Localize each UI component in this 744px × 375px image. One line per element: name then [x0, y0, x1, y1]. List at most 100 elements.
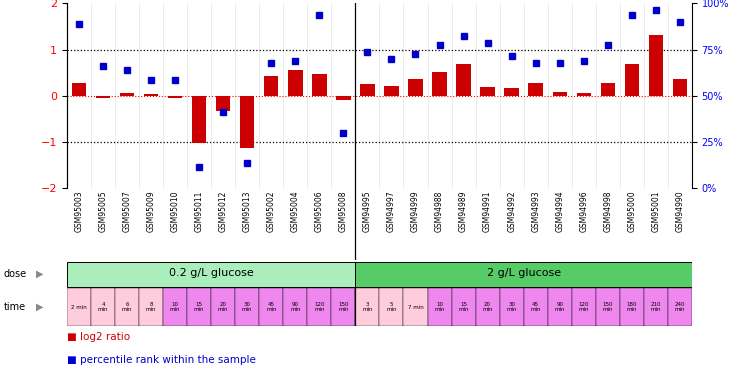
- Bar: [307, 188, 331, 260]
- Bar: [408, 79, 423, 96]
- Text: 150
min: 150 min: [338, 302, 349, 312]
- Bar: [163, 188, 187, 260]
- Text: GSM95003: GSM95003: [74, 190, 83, 232]
- Text: 7 min: 7 min: [408, 305, 423, 310]
- Bar: [139, 288, 163, 326]
- Bar: [264, 76, 278, 96]
- Text: time: time: [4, 302, 26, 312]
- Text: GSM94998: GSM94998: [603, 190, 612, 232]
- Text: GSM94997: GSM94997: [387, 190, 396, 232]
- Text: ▶: ▶: [36, 269, 43, 279]
- Bar: [360, 84, 375, 96]
- Bar: [500, 188, 524, 260]
- Bar: [644, 188, 668, 260]
- Bar: [356, 188, 379, 260]
- Bar: [168, 96, 182, 98]
- Text: GSM94989: GSM94989: [459, 190, 468, 232]
- Text: GSM95009: GSM95009: [147, 190, 155, 232]
- Bar: [625, 64, 639, 96]
- Bar: [67, 262, 356, 287]
- Bar: [331, 188, 356, 260]
- Text: 20
min: 20 min: [218, 302, 228, 312]
- Bar: [336, 96, 350, 100]
- Text: GSM95004: GSM95004: [291, 190, 300, 232]
- Text: 45
min: 45 min: [266, 302, 277, 312]
- Text: 15
min: 15 min: [458, 302, 469, 312]
- Text: 10
min: 10 min: [170, 302, 180, 312]
- Text: 90
min: 90 min: [290, 302, 301, 312]
- Bar: [216, 96, 231, 111]
- Bar: [500, 288, 524, 326]
- Bar: [428, 188, 452, 260]
- Text: GSM94993: GSM94993: [531, 190, 540, 232]
- Text: GSM95008: GSM95008: [339, 190, 348, 232]
- Bar: [211, 288, 235, 326]
- Bar: [240, 96, 254, 147]
- Bar: [456, 64, 471, 96]
- Text: 240
min: 240 min: [675, 302, 685, 312]
- Bar: [548, 188, 571, 260]
- Bar: [187, 188, 211, 260]
- Bar: [259, 288, 283, 326]
- Bar: [428, 288, 452, 326]
- Text: 5
min: 5 min: [386, 302, 397, 312]
- Bar: [548, 288, 571, 326]
- Bar: [235, 288, 259, 326]
- Text: GSM95001: GSM95001: [651, 190, 661, 232]
- Bar: [288, 70, 303, 96]
- Bar: [67, 288, 91, 326]
- Bar: [211, 188, 235, 260]
- Text: 120
min: 120 min: [314, 302, 324, 312]
- Bar: [475, 288, 500, 326]
- Text: GSM95007: GSM95007: [123, 190, 132, 232]
- Text: GSM94996: GSM94996: [580, 190, 589, 232]
- Bar: [620, 188, 644, 260]
- Text: 150
min: 150 min: [603, 302, 613, 312]
- Text: GSM95006: GSM95006: [315, 190, 324, 232]
- Text: GSM95013: GSM95013: [243, 190, 251, 232]
- Text: GSM95012: GSM95012: [219, 190, 228, 232]
- Bar: [331, 288, 356, 326]
- Text: dose: dose: [4, 269, 27, 279]
- Text: GSM94994: GSM94994: [555, 190, 564, 232]
- Bar: [115, 188, 139, 260]
- Bar: [481, 87, 495, 96]
- Bar: [524, 188, 548, 260]
- Bar: [120, 93, 134, 96]
- Bar: [528, 83, 543, 96]
- Bar: [192, 96, 206, 143]
- Bar: [144, 94, 158, 96]
- Bar: [356, 288, 379, 326]
- Bar: [403, 188, 428, 260]
- Bar: [187, 288, 211, 326]
- Text: GSM95002: GSM95002: [267, 190, 276, 232]
- Text: 180
min: 180 min: [626, 302, 637, 312]
- Text: ■ percentile rank within the sample: ■ percentile rank within the sample: [67, 355, 256, 365]
- Bar: [384, 86, 399, 96]
- Bar: [553, 92, 567, 96]
- Bar: [115, 288, 139, 326]
- Bar: [620, 288, 644, 326]
- Text: GSM94992: GSM94992: [507, 190, 516, 232]
- Bar: [356, 262, 692, 287]
- Text: 120
min: 120 min: [579, 302, 589, 312]
- Bar: [649, 35, 663, 96]
- Text: 90
min: 90 min: [554, 302, 565, 312]
- Bar: [379, 188, 403, 260]
- Text: 2 min: 2 min: [71, 305, 87, 310]
- Bar: [96, 96, 110, 98]
- Text: 4
min: 4 min: [97, 302, 109, 312]
- Bar: [91, 188, 115, 260]
- Text: 30
min: 30 min: [507, 302, 517, 312]
- Bar: [452, 188, 475, 260]
- Bar: [163, 288, 187, 326]
- Text: GSM95000: GSM95000: [627, 190, 636, 232]
- Bar: [475, 188, 500, 260]
- Bar: [452, 288, 475, 326]
- Text: 0.2 g/L glucose: 0.2 g/L glucose: [169, 268, 254, 278]
- Text: ■ log2 ratio: ■ log2 ratio: [67, 333, 130, 342]
- Text: 15
min: 15 min: [194, 302, 205, 312]
- Bar: [600, 83, 615, 96]
- Bar: [283, 188, 307, 260]
- Text: 6
min: 6 min: [122, 302, 132, 312]
